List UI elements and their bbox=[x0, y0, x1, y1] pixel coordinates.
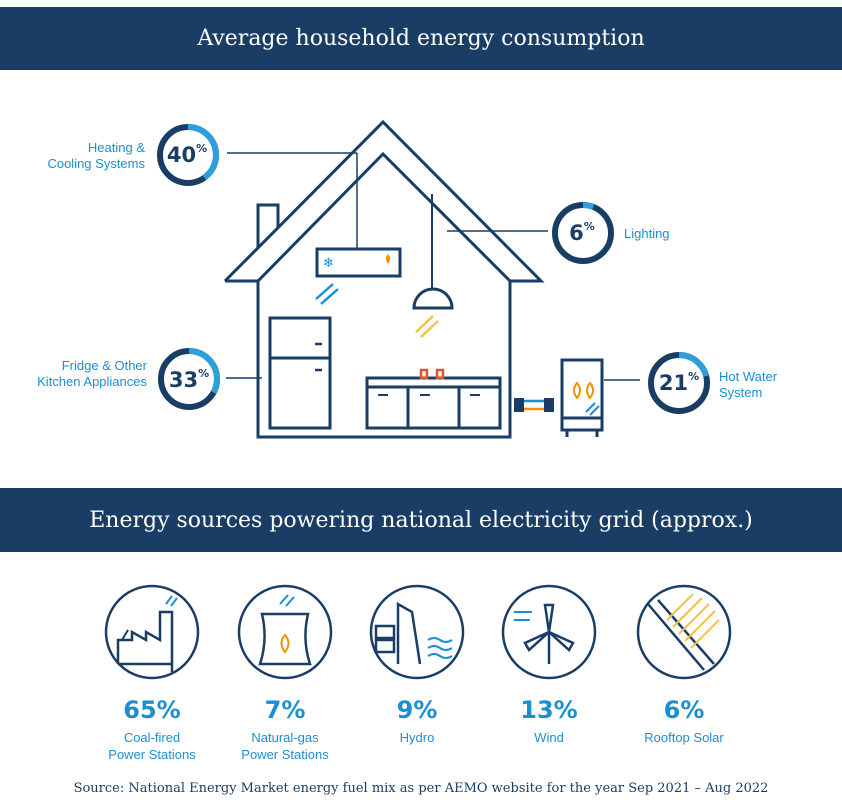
air-conditioner-icon bbox=[315, 153, 402, 278]
coal-factory-icon bbox=[104, 584, 200, 680]
hydro-percent: 9% bbox=[396, 696, 438, 724]
hot-water-donut-share-arc bbox=[678, 352, 710, 377]
hot-water-system-icon bbox=[560, 358, 604, 437]
hydro-label: Hydro bbox=[399, 730, 435, 745]
heating-cooling-donut-share-arc bbox=[187, 124, 219, 181]
energy-source-icons bbox=[104, 584, 732, 680]
pipe-connector-icon bbox=[514, 398, 554, 412]
house-diagram: ❄ bbox=[157, 119, 710, 439]
flame-small-icon bbox=[386, 254, 390, 264]
stove-knob-icon bbox=[419, 368, 429, 380]
flame-icon bbox=[573, 381, 594, 400]
lighting-donut-share-arc bbox=[582, 202, 595, 210]
hydro-dam-icon bbox=[369, 584, 465, 680]
fridge-kitchen-label: Fridge & Other Kitchen Appliances bbox=[37, 358, 147, 389]
gas-percent: 7% bbox=[264, 696, 306, 724]
heating-cooling-label: Heating & Cooling Systems bbox=[47, 140, 145, 171]
snowflake-icon: ❄ bbox=[323, 256, 334, 271]
stove-knob-icon bbox=[435, 368, 445, 380]
ceiling-lamp-icon bbox=[412, 194, 454, 310]
solar-label: Rooftop Solar bbox=[644, 730, 724, 745]
fridge-kitchen-percent: 33% bbox=[168, 367, 210, 392]
leader-lines bbox=[226, 152, 640, 381]
consumption-header: Average household energy consumption bbox=[0, 7, 842, 70]
heating-cooling-percent: 40% bbox=[166, 142, 208, 167]
fridge-icon bbox=[268, 316, 332, 430]
gas-cooling-tower-icon bbox=[237, 584, 333, 680]
fridge-kitchen-donut-share-arc bbox=[188, 348, 220, 394]
wind-label: Wind bbox=[534, 730, 564, 745]
wind-percent: 13% bbox=[520, 696, 578, 724]
accent-details: ❄ bbox=[315, 254, 600, 416]
lighting-label: Lighting bbox=[624, 226, 670, 241]
solar-panel-icon bbox=[636, 584, 732, 680]
hot-water-percent: 21% bbox=[658, 370, 700, 395]
hot-water-label: Hot Water System bbox=[719, 369, 778, 400]
kitchen-cabinets-icon bbox=[365, 376, 502, 430]
solar-percent: 6% bbox=[663, 696, 705, 724]
source-note: Source: National Energy Market energy fu… bbox=[73, 781, 769, 796]
wind-turbine-icon bbox=[501, 584, 597, 680]
gas-label: Natural-gas Power Stations bbox=[241, 730, 329, 762]
house-outline bbox=[223, 119, 545, 439]
coal-percent: 65% bbox=[123, 696, 181, 724]
coal-label: Coal-fired Power Stations bbox=[108, 730, 196, 762]
sources-header: Energy sources powering national electri… bbox=[0, 488, 842, 552]
lighting-percent: 6% bbox=[569, 220, 595, 245]
